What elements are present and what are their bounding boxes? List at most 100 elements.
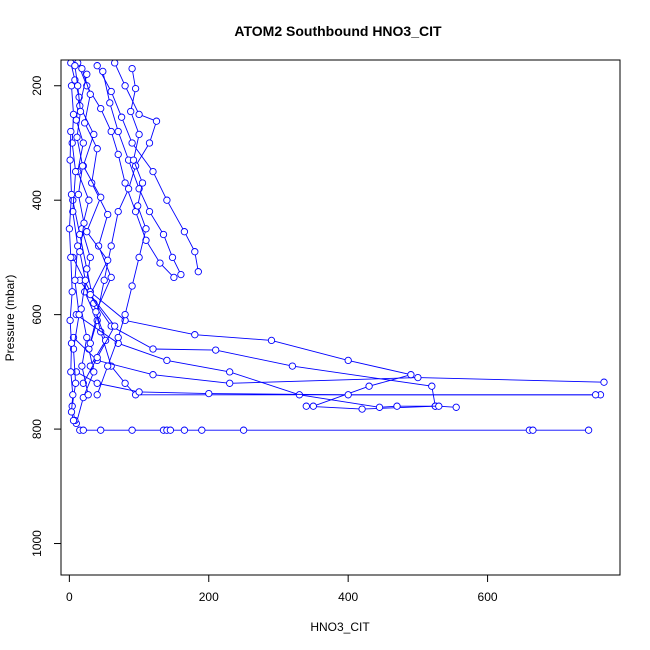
data-point [90,368,98,376]
y-tick-label: 400 [30,190,44,210]
x-axis: 0 200 400 600 [66,574,498,604]
data-point [90,130,98,139]
data-point [67,82,76,90]
data-point [76,107,85,116]
data-point [152,117,161,125]
data-point [135,110,143,119]
data-point [168,253,177,262]
data-point [94,242,103,250]
data-point [107,87,115,96]
series-line [79,280,436,407]
data-point [135,130,143,139]
y-axis: 200 400 600 800 1000 [30,75,62,557]
data-point [80,219,88,227]
y-tick-label: 1000 [30,530,44,557]
data-point [71,62,79,70]
data-point [85,196,93,204]
data-point [83,228,91,236]
data-point [591,391,600,399]
data-point [68,288,76,296]
data-point [67,190,76,199]
data-point [100,276,108,284]
data-point [86,253,94,262]
data-point [198,426,206,434]
data-point [121,82,129,90]
data-point [71,276,79,284]
data-point [226,379,234,387]
data-point [180,228,189,236]
data-point [78,162,87,170]
data-point [84,391,92,399]
data-point [106,99,114,107]
series-line [96,68,147,395]
data-point [309,402,317,410]
data-point [156,259,164,267]
data-point [71,167,80,176]
data-point [83,70,91,78]
x-tick-label: 200 [199,590,219,604]
data-point [128,64,136,73]
data-point [135,253,143,262]
data-point [76,248,84,256]
data-point [239,426,248,434]
data-point [67,127,75,136]
data-point [69,110,78,119]
series-line [77,62,175,278]
data-point [163,356,171,365]
data-point [149,371,157,379]
data-point [117,113,126,121]
data-point [163,196,171,204]
data-point [180,426,189,434]
data-point [149,345,157,353]
series-line [68,131,74,421]
data-point [435,402,443,410]
data-point [66,156,74,164]
data-point [73,133,81,141]
data-point [128,426,136,434]
data-point [68,139,76,147]
data-point [104,362,112,370]
y-tick-label: 800 [30,419,44,439]
data-point [129,156,138,164]
data-point [414,373,422,382]
data-point [69,207,77,216]
data-point [344,356,352,365]
data-point [145,207,154,216]
series-line [72,257,436,410]
data-point [191,248,199,256]
data-point [226,368,234,376]
data-point [302,402,310,410]
data-point [86,90,94,98]
data-point [267,336,276,345]
data-point [407,371,415,379]
data-point [124,185,133,193]
data-point [177,270,185,279]
data-point [149,167,157,176]
data-point [74,82,82,90]
data-point [67,339,76,347]
data-point [145,139,154,147]
data-point [452,403,460,411]
data-point [584,426,593,434]
data-point [74,190,83,199]
data-point [97,426,105,434]
data-point [114,127,122,136]
data-point [365,382,373,390]
data-point [107,273,115,282]
data-point [78,362,86,370]
x-tick-label: 0 [66,590,73,604]
data-point [111,60,119,67]
data-point [69,416,78,425]
data-point [159,230,168,239]
y-tick-label: 200 [30,75,44,95]
series-line [72,200,601,396]
data-point [166,426,175,434]
y-axis-label: Pressure (mbar) [3,275,17,362]
data-point [97,104,105,113]
plot-frame [60,59,621,576]
data-point [138,179,147,187]
data-point [114,207,122,216]
data-point [111,322,119,330]
data-point [67,253,75,262]
